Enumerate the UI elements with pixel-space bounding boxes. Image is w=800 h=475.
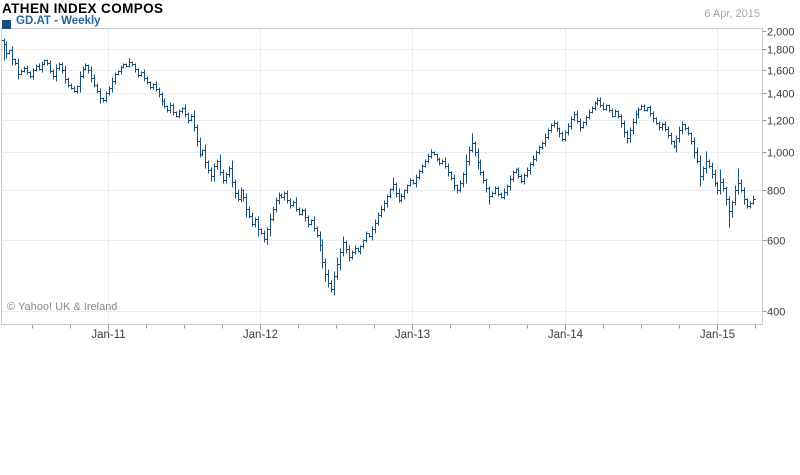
as-of-date: 6 Apr, 2015	[704, 8, 760, 20]
svg-text:Jan-13: Jan-13	[395, 329, 430, 341]
legend-series-swatch-icon	[2, 20, 11, 29]
chart-legend: GD.AT - Weekly	[2, 15, 101, 29]
svg-text:800: 800	[767, 186, 785, 198]
svg-text:1,200: 1,200	[767, 116, 795, 128]
chart-title: ATHEN INDEX COMPOS	[2, 1, 164, 16]
svg-text:1,600: 1,600	[767, 66, 795, 78]
svg-text:Jan-14: Jan-14	[548, 329, 584, 341]
svg-text:1,000: 1,000	[767, 148, 795, 160]
svg-text:400: 400	[767, 307, 785, 319]
svg-text:2,000: 2,000	[767, 27, 795, 39]
svg-text:Jan-15: Jan-15	[700, 329, 735, 341]
svg-text:600: 600	[767, 236, 785, 248]
svg-text:Jan-11: Jan-11	[91, 329, 125, 341]
legend-series-label: GD.AT - Weekly	[16, 15, 101, 27]
svg-text:1,400: 1,400	[767, 89, 795, 101]
svg-text:Jan-12: Jan-12	[243, 329, 278, 341]
copyright-note: © Yahoo! UK & Ireland	[7, 301, 118, 313]
svg-text:1,800: 1,800	[767, 45, 795, 57]
